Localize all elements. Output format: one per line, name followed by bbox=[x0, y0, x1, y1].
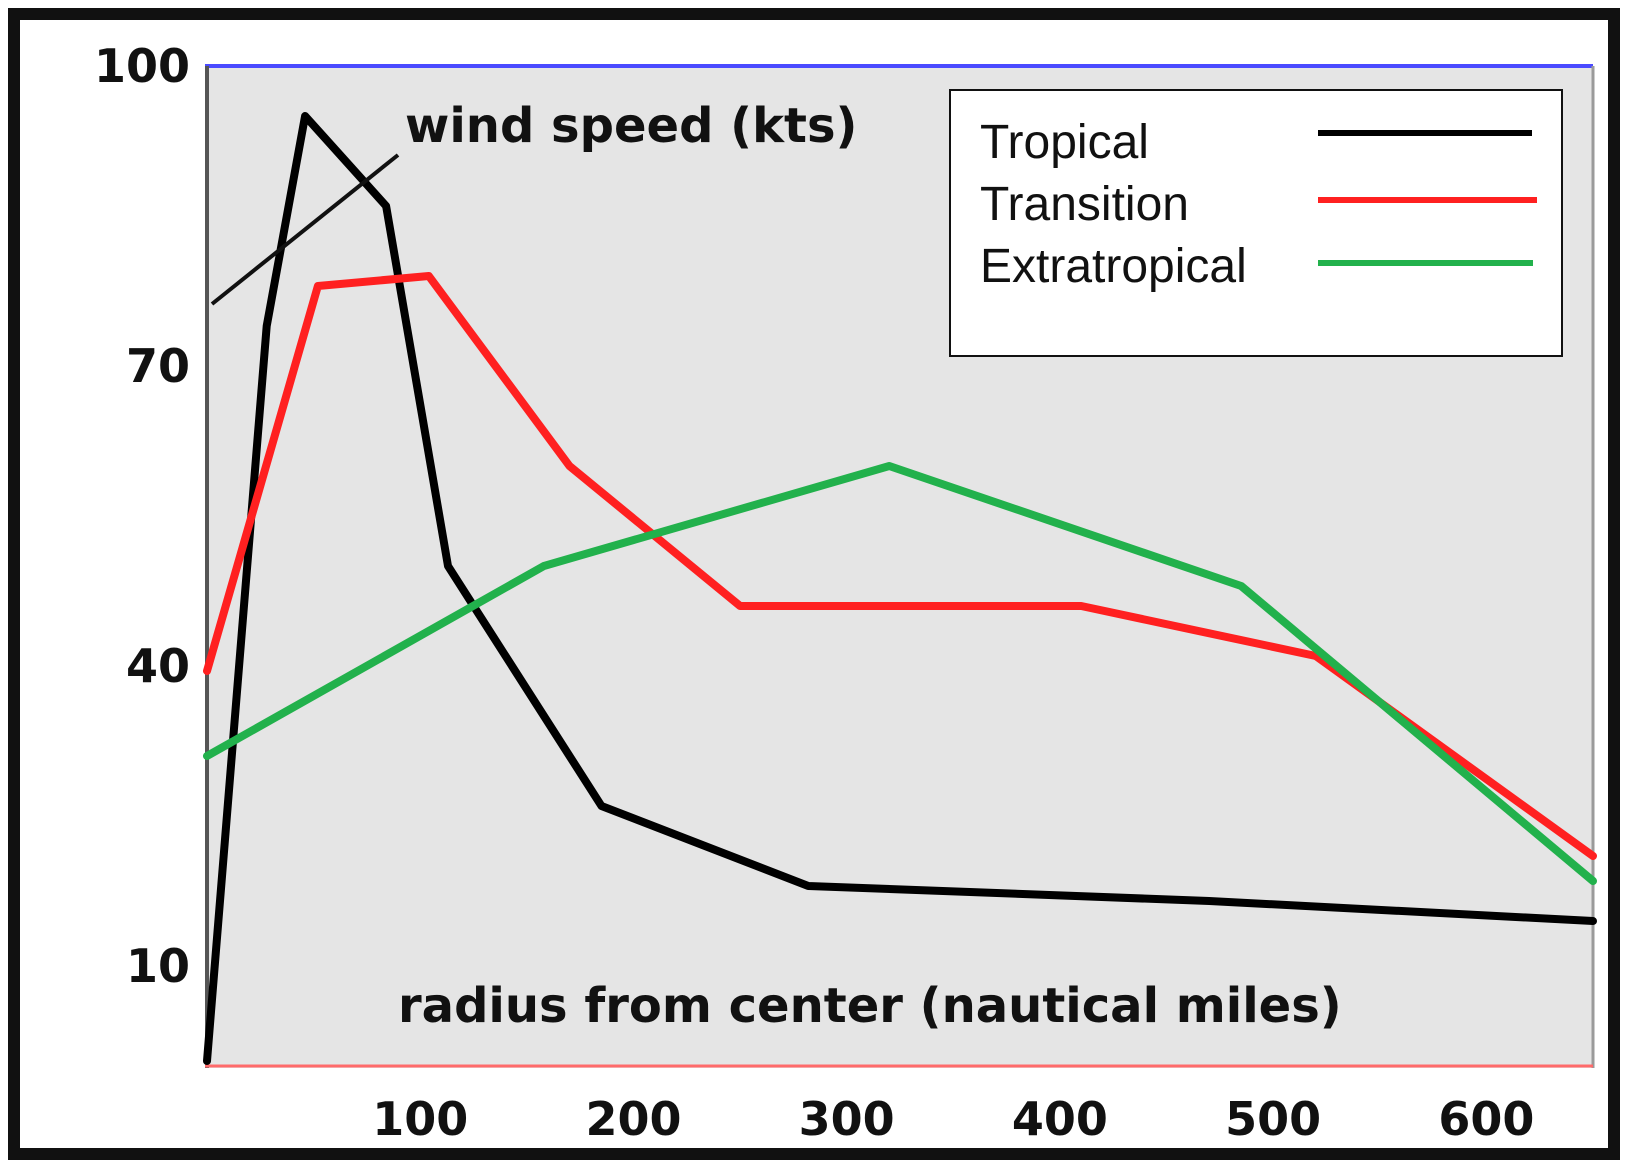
x-tick-label-400: 400 bbox=[1012, 1092, 1108, 1146]
y-tick-labels: 10 40 70 100 bbox=[94, 39, 190, 993]
y-tick-label-40: 40 bbox=[126, 639, 190, 693]
y-tick-label-70: 70 bbox=[126, 339, 190, 393]
x-tick-labels: 100 200 300 400 500 600 bbox=[372, 1092, 1534, 1146]
legend-label-tropical: Tropical bbox=[980, 116, 1149, 169]
y-axis-title: wind speed (kts) bbox=[405, 98, 857, 154]
ylabel-pointer-line bbox=[210, 153, 400, 306]
x-tick-label-600: 600 bbox=[1438, 1092, 1534, 1146]
series-layer bbox=[203, 112, 1597, 1065]
legend: Tropical Transition Extratropical bbox=[949, 89, 1563, 357]
x-tick-label-300: 300 bbox=[799, 1092, 895, 1146]
legend-label-extratropical: Extratropical bbox=[980, 240, 1247, 293]
y-tick-label-100: 100 bbox=[94, 39, 190, 93]
x-tick-label-200: 200 bbox=[585, 1092, 681, 1146]
series-line-extratropical bbox=[203, 462, 1597, 885]
x-axis-title: radius from center (nautical miles) bbox=[398, 978, 1342, 1034]
x-tick-label-500: 500 bbox=[1225, 1092, 1321, 1146]
x-tick-label-100: 100 bbox=[372, 1092, 468, 1146]
legend-label-transition: Transition bbox=[980, 178, 1189, 231]
series-line-tropical bbox=[203, 112, 1597, 1065]
y-tick-label-10: 10 bbox=[126, 939, 190, 993]
